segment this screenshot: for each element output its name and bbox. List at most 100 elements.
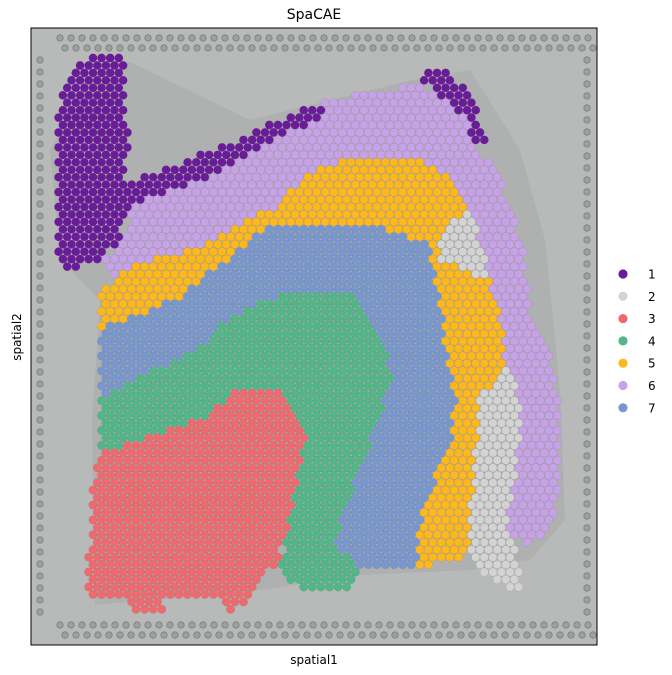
background-spot (56, 34, 64, 42)
background-spot (342, 34, 350, 42)
spot-cluster-1 (105, 128, 115, 137)
background-spot (463, 34, 471, 42)
spot-cluster-3 (200, 560, 210, 570)
spot-cluster-7 (333, 269, 343, 279)
spot-cluster-7 (363, 530, 373, 540)
spot-cluster-1 (58, 210, 68, 219)
spot-cluster-6 (187, 239, 197, 249)
background-spot (397, 34, 405, 42)
spot-cluster-7 (415, 277, 425, 286)
spot-cluster-6 (492, 232, 502, 242)
spot-cluster-5 (406, 187, 416, 197)
spot-cluster-3 (153, 493, 162, 503)
spot-cluster-6 (531, 508, 541, 517)
spot-cluster-5 (432, 530, 442, 540)
spot-cluster-5 (475, 321, 485, 331)
spot-cluster-7 (213, 299, 223, 309)
background-spot (391, 44, 399, 52)
spot-cluster-7 (376, 448, 386, 458)
spot-cluster-7 (273, 254, 283, 264)
spot-cluster-2 (471, 493, 481, 503)
spot-cluster-4 (329, 455, 339, 465)
spot-cluster-5 (389, 217, 399, 227)
spot-cluster-1 (71, 187, 81, 197)
spot-cluster-5 (488, 373, 498, 383)
spot-cluster-7 (196, 314, 205, 324)
spot-cluster-5 (101, 299, 111, 309)
spot-cluster-3 (97, 455, 107, 465)
background-spot (583, 212, 591, 220)
spot-cluster-4 (359, 329, 369, 339)
spot-cluster-6 (213, 224, 223, 234)
spot-cluster-5 (286, 187, 296, 197)
spot-cluster-4 (243, 306, 253, 316)
spot-cluster-6 (346, 98, 356, 108)
background-spot (36, 488, 44, 496)
spot-cluster-6 (514, 373, 524, 383)
spot-cluster-7 (419, 373, 429, 383)
spot-cluster-7 (402, 239, 412, 249)
spot-cluster-6 (196, 239, 205, 249)
spot-cluster-6 (286, 172, 296, 182)
spot-cluster-7 (191, 291, 201, 301)
spot-cluster-6 (501, 291, 511, 301)
spot-cluster-7 (105, 336, 115, 346)
spot-cluster-2 (466, 500, 476, 510)
spot-cluster-6 (363, 142, 373, 152)
spot-cluster-6 (243, 157, 253, 167)
spot-cluster-4 (355, 440, 365, 450)
spot-cluster-4 (312, 500, 322, 510)
spot-cluster-6 (411, 135, 420, 145)
spot-cluster-5 (445, 478, 455, 488)
spot-cluster-4 (140, 426, 150, 435)
background-spot (551, 34, 559, 42)
spot-cluster-4 (208, 381, 218, 391)
spot-cluster-7 (299, 269, 309, 279)
spot-cluster-5 (436, 224, 446, 234)
spot-cluster-4 (316, 358, 326, 368)
spot-cluster-7 (368, 254, 377, 264)
spot-cluster-3 (161, 493, 171, 503)
background-spot (193, 631, 201, 639)
spot-cluster-4 (342, 552, 352, 562)
spot-cluster-7 (114, 321, 124, 331)
spot-cluster-3 (122, 470, 132, 480)
spot-cluster-1 (110, 75, 119, 85)
spot-cluster-4 (350, 299, 360, 309)
spot-cluster-3 (165, 500, 175, 510)
spot-cluster-5 (110, 299, 119, 309)
spot-cluster-3 (178, 463, 188, 473)
spot-cluster-5 (423, 500, 433, 510)
spot-cluster-1 (110, 210, 119, 219)
spot-cluster-3 (183, 470, 193, 480)
spot-cluster-3 (105, 470, 115, 480)
spot-cluster-7 (204, 269, 214, 279)
spot-cluster-3 (273, 478, 283, 488)
spot-cluster-7 (380, 455, 390, 465)
spot-cluster-4 (299, 463, 309, 473)
spot-cluster-5 (320, 202, 330, 212)
spot-cluster-7 (226, 291, 236, 301)
spot-cluster-2 (505, 582, 515, 592)
spot-cluster-3 (269, 500, 279, 510)
spot-cluster-6 (488, 224, 498, 234)
background-spot (589, 631, 597, 639)
background-spot (248, 631, 256, 639)
spot-cluster-7 (122, 321, 132, 331)
background-spot (583, 368, 591, 376)
spot-cluster-5 (488, 329, 498, 339)
spot-cluster-6 (522, 508, 532, 517)
spot-cluster-1 (230, 150, 240, 160)
spot-cluster-5 (144, 269, 154, 279)
spot-cluster-4 (320, 351, 330, 361)
background-spot (430, 34, 438, 42)
spot-cluster-3 (183, 500, 193, 510)
background-spot (36, 212, 44, 220)
background-spot (529, 34, 537, 42)
spot-cluster-4 (346, 470, 356, 480)
spot-cluster-7 (406, 336, 416, 346)
background-spot (583, 68, 591, 76)
spot-cluster-7 (247, 254, 257, 264)
spot-cluster-6 (277, 142, 287, 152)
spot-cluster-3 (92, 582, 102, 592)
